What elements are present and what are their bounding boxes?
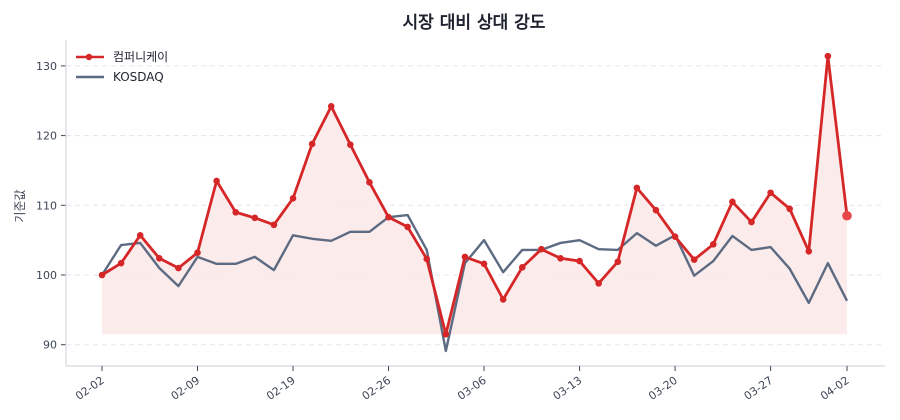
stock-marker	[175, 264, 182, 272]
stock-marker	[270, 221, 278, 229]
stock-marker	[308, 140, 316, 148]
stock-last-marker	[842, 210, 852, 221]
stock-marker	[442, 330, 450, 338]
x-tick-label: 02-09	[169, 374, 203, 403]
x-tick-label: 02-02	[73, 374, 107, 403]
stock-marker	[461, 253, 469, 261]
stock-marker	[576, 257, 583, 265]
legend-stock-label: 컴퍼니케이	[113, 50, 168, 64]
stock-marker	[652, 206, 660, 214]
stock-marker	[117, 259, 125, 267]
y-tick-label: 130	[36, 60, 57, 73]
stock-fill-path	[102, 56, 847, 335]
index-line	[100, 213, 849, 353]
stock-marker	[347, 141, 354, 148]
stock-marker	[480, 260, 488, 268]
x-tick-label: 03-06	[455, 374, 489, 403]
stock-marker	[404, 223, 411, 231]
stock-marker	[614, 258, 622, 266]
x-tick-label: 03-27	[742, 374, 776, 403]
legend-stock-marker	[85, 53, 93, 61]
series-lines	[98, 52, 852, 353]
stock-marker	[595, 280, 602, 287]
stock-marker	[805, 248, 813, 255]
y-tick-label: 100	[36, 269, 57, 282]
y-axis-label: 기준값	[13, 189, 27, 222]
legend-index-label: KOSDAQ	[113, 70, 164, 84]
stock-marker	[671, 233, 679, 240]
stock-line	[101, 54, 849, 336]
stock-marker	[729, 198, 736, 206]
stock-marker	[538, 245, 545, 253]
stock-marker	[251, 214, 259, 222]
stock-marker	[767, 189, 774, 197]
chart-title: 시장 대비 상대 강도	[403, 13, 546, 33]
stock-marker	[98, 271, 106, 279]
stock-marker	[557, 254, 564, 262]
stock-marker	[232, 208, 240, 216]
stock-marker	[786, 205, 793, 213]
stock-marker	[423, 255, 431, 263]
stock-marker	[327, 103, 335, 110]
stock-marker	[824, 52, 832, 60]
legend: 컴퍼니케이 KOSDAQ	[76, 50, 168, 84]
stock-marker	[709, 241, 717, 248]
stock-marker	[748, 218, 755, 226]
stock-marker	[366, 178, 373, 186]
stock-marker	[633, 184, 641, 192]
stock-marker	[194, 249, 201, 256]
stock-fill-area	[102, 56, 847, 335]
x-tick-label: 02-26	[360, 374, 394, 403]
stock-marker	[385, 213, 392, 221]
x-tick-label: 04-02	[818, 374, 852, 403]
y-tick-label: 120	[36, 130, 57, 143]
stock-marker	[499, 296, 507, 303]
stock-marker	[289, 195, 297, 202]
x-tick-label: 02-19	[264, 374, 298, 403]
stock-marker	[156, 254, 163, 262]
stock-marker	[518, 264, 526, 271]
stock-marker	[213, 177, 220, 185]
stock-marker	[690, 256, 698, 263]
y-tick-label: 90	[43, 339, 57, 352]
x-tick-label: 03-20	[646, 374, 680, 403]
x-tick-label: 03-13	[551, 374, 585, 403]
stock-marker	[136, 231, 144, 239]
y-tick-label: 110	[36, 199, 57, 212]
